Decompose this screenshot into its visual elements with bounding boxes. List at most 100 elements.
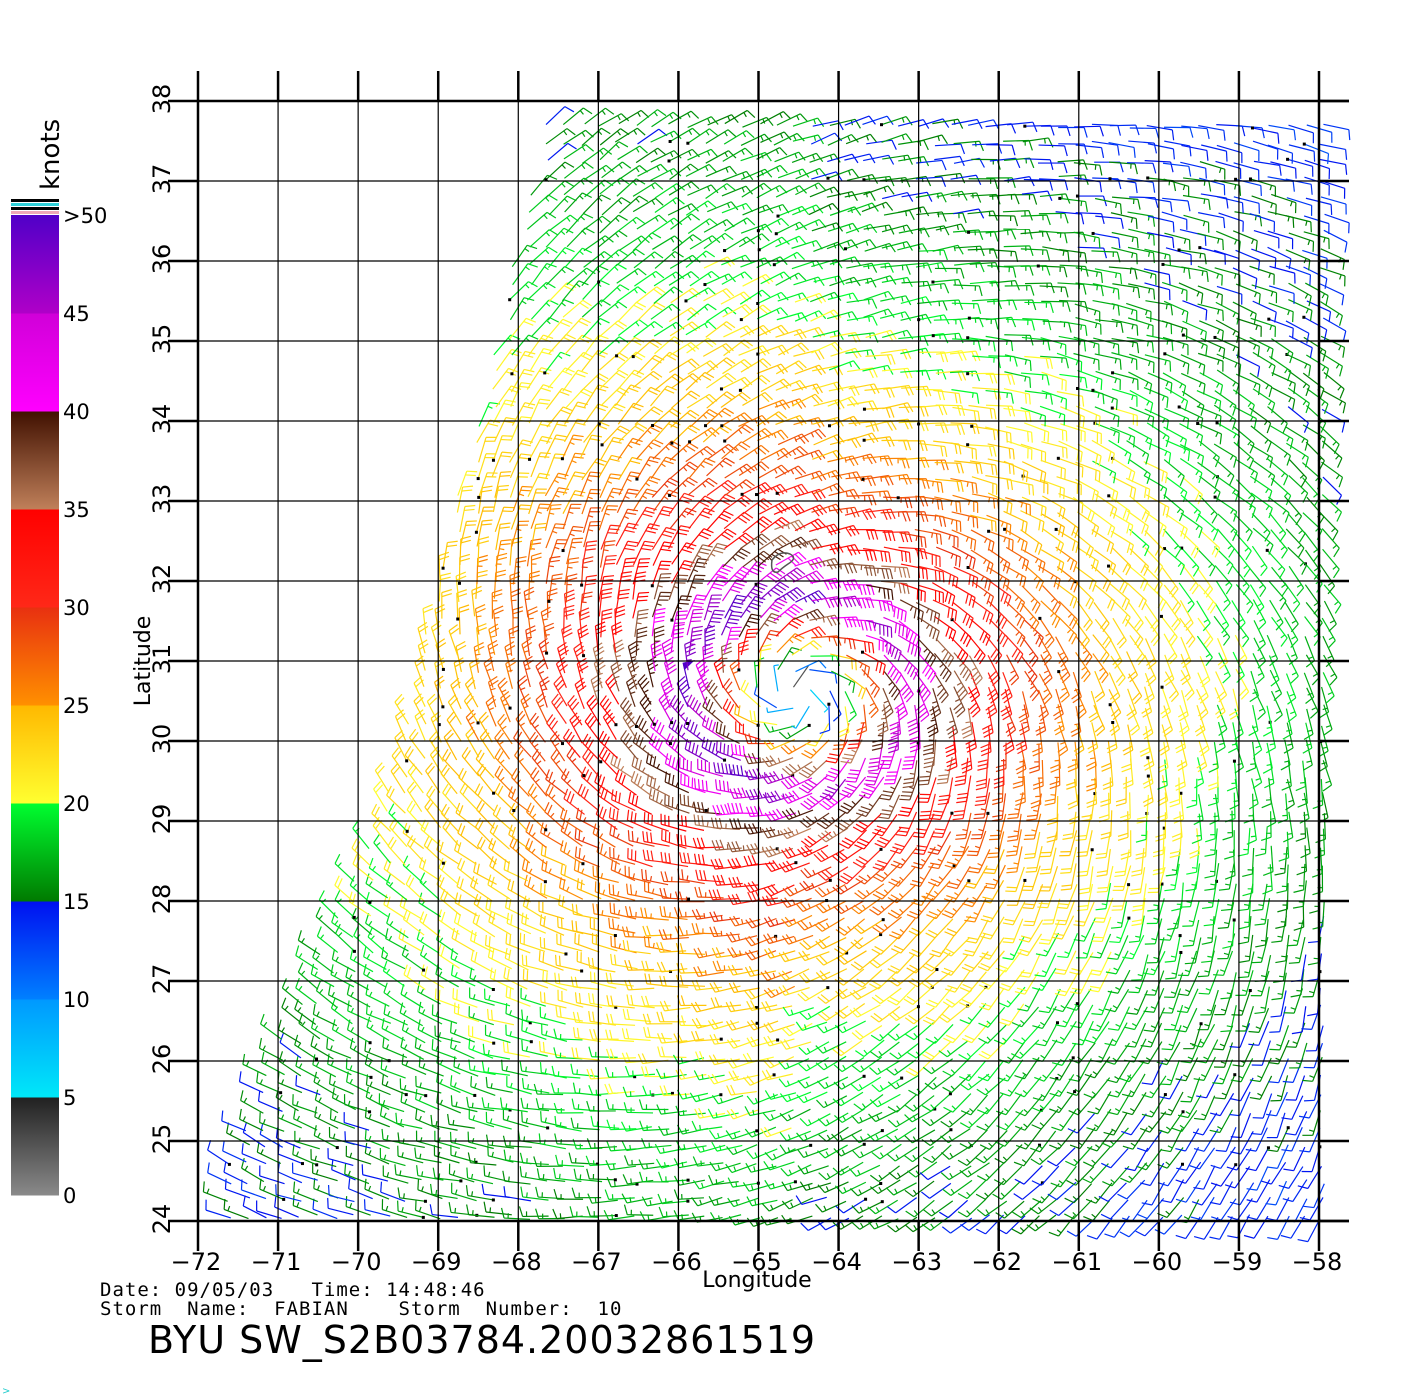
wind-barb bbox=[957, 1180, 987, 1200]
barb-shaft bbox=[732, 1144, 758, 1156]
wind-barb bbox=[888, 1005, 920, 1022]
barb-half bbox=[790, 1009, 794, 1015]
barb-feather bbox=[659, 887, 664, 899]
barb-feather bbox=[929, 953, 940, 958]
wind-barb bbox=[781, 1214, 813, 1225]
barb-half bbox=[805, 1081, 810, 1087]
barb-shaft bbox=[242, 1205, 267, 1219]
barb-half bbox=[699, 1199, 703, 1205]
barb-shaft bbox=[364, 1188, 390, 1200]
barb-half bbox=[617, 854, 620, 860]
barb-half bbox=[1189, 939, 1195, 943]
barb-half bbox=[1205, 988, 1211, 991]
barb-feather bbox=[386, 896, 391, 907]
barb-half bbox=[841, 1222, 845, 1228]
barb-feather bbox=[886, 1206, 897, 1214]
wind-barb bbox=[386, 913, 409, 939]
wind-barb bbox=[557, 916, 584, 935]
rain-flag bbox=[1178, 934, 1182, 938]
wind-barb bbox=[712, 960, 743, 972]
barb-half bbox=[770, 1114, 774, 1120]
barb-feather bbox=[638, 1099, 644, 1110]
wind-barb bbox=[726, 1084, 757, 1096]
barb-half bbox=[860, 1151, 864, 1157]
barb-shaft bbox=[488, 1144, 515, 1149]
barb-half bbox=[826, 1134, 831, 1140]
barb-half bbox=[1114, 1076, 1120, 1080]
barb-half bbox=[366, 971, 371, 977]
wind-barb bbox=[815, 968, 848, 981]
barb-feather bbox=[751, 891, 757, 902]
barb-shaft bbox=[256, 1210, 282, 1219]
barb-feather bbox=[1121, 1093, 1133, 1098]
barb-feather bbox=[1141, 1202, 1153, 1206]
barb-feather bbox=[851, 1149, 861, 1159]
barb-shaft bbox=[770, 1181, 796, 1190]
barb-feather bbox=[558, 955, 561, 967]
wind-barb bbox=[1255, 919, 1269, 948]
barb-shaft bbox=[382, 1208, 408, 1219]
wind-barb bbox=[484, 1024, 511, 1044]
barb-half bbox=[369, 1024, 374, 1030]
wind-barb bbox=[659, 887, 691, 901]
wind-barb bbox=[965, 919, 989, 944]
barb-feather bbox=[438, 989, 441, 1001]
barb-feather bbox=[887, 1106, 898, 1113]
rain-flag bbox=[1181, 1162, 1185, 1166]
wind-barb bbox=[277, 1019, 302, 1044]
wind-barb bbox=[817, 1112, 849, 1127]
barb-feather bbox=[1201, 960, 1212, 963]
barb-feather bbox=[334, 890, 341, 901]
barb-feather bbox=[709, 926, 715, 937]
barb-feather bbox=[535, 1098, 540, 1109]
barb-feather bbox=[946, 894, 957, 900]
barb-feather bbox=[608, 917, 611, 929]
barb-half bbox=[878, 1100, 882, 1106]
barb-half bbox=[582, 855, 586, 861]
barb-half bbox=[931, 1209, 936, 1215]
barb-feather bbox=[781, 1214, 789, 1225]
barb-feather bbox=[1232, 1064, 1244, 1068]
barb-feather bbox=[1299, 1150, 1310, 1153]
barb-shaft bbox=[276, 1137, 301, 1149]
barb-feather bbox=[851, 1205, 860, 1214]
barb-half bbox=[1166, 1126, 1171, 1131]
wind-barb bbox=[381, 1199, 408, 1219]
barb-feather bbox=[1049, 1077, 1060, 1081]
barb-half bbox=[1019, 1051, 1024, 1057]
rain-flag bbox=[686, 1199, 690, 1203]
wind-barb bbox=[207, 1162, 232, 1185]
barb-feather bbox=[976, 1125, 987, 1131]
wind-barb bbox=[1227, 1198, 1253, 1221]
barb-shaft bbox=[1100, 1038, 1114, 1063]
barb-feather bbox=[538, 1133, 541, 1144]
wind-barb bbox=[429, 1183, 458, 1200]
barb-feather bbox=[207, 1139, 212, 1151]
wind-barb bbox=[1109, 916, 1131, 944]
barb-feather bbox=[1050, 1182, 1061, 1188]
barb-feather bbox=[426, 838, 433, 849]
barb-feather bbox=[606, 1140, 612, 1152]
wind-barb bbox=[781, 1197, 814, 1210]
barb-half bbox=[1260, 975, 1267, 978]
barb-feather bbox=[608, 1083, 614, 1094]
barb-feather bbox=[908, 1067, 919, 1074]
wind-barb bbox=[554, 954, 584, 973]
barb-feather bbox=[223, 1161, 227, 1173]
barb-feather bbox=[482, 1043, 485, 1055]
barb-half bbox=[629, 1197, 632, 1203]
barb-half bbox=[453, 1029, 457, 1035]
rain-flag bbox=[1055, 1021, 1059, 1025]
barb-half bbox=[883, 889, 889, 894]
barb-half bbox=[453, 1044, 457, 1050]
wind-barb bbox=[238, 1071, 264, 1094]
barb-feather bbox=[1037, 906, 1048, 909]
barb-half bbox=[385, 1044, 390, 1050]
wind-barb bbox=[998, 1003, 1025, 1026]
barb-half bbox=[913, 1032, 918, 1038]
wind-barb bbox=[1164, 972, 1184, 998]
barb-shaft bbox=[1003, 1144, 1023, 1164]
wind-barb bbox=[1032, 1077, 1059, 1102]
barb-half bbox=[420, 936, 424, 942]
wind-barb bbox=[851, 1145, 883, 1159]
